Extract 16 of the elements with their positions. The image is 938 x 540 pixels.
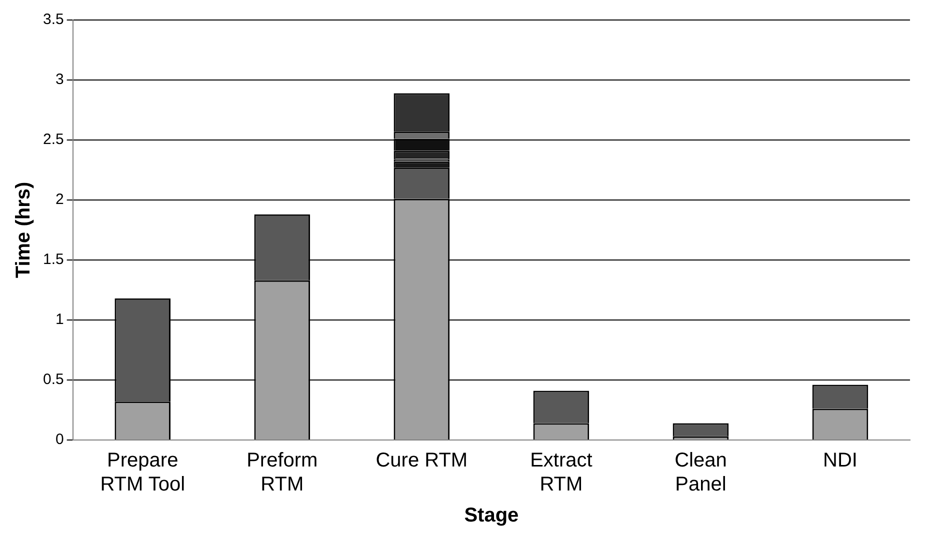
x-tick-label: Prepare RTM Tool [100,450,186,496]
y-tick-label: 0 [56,431,64,448]
y-tick-label: 1 [56,311,64,328]
x-tick-label: Clean Panel [674,450,727,496]
x-tick-label: Cure RTM [376,450,468,472]
x-axis-title: Stage [464,504,519,527]
y-tick-label: 1.5 [42,251,64,268]
y-tick-label: 0.5 [42,371,64,388]
x-tick-label: Extract RTM [530,450,593,496]
y-axis-title: Time (hrs) [12,182,35,278]
y-tick-label: 2.5 [42,131,64,148]
x-tick-label: Preform RTM [246,450,318,496]
y-tick-label: 2 [56,191,64,208]
y-tick-label: 3.5 [42,11,64,28]
y-tick-label: 3 [56,71,64,88]
x-tick-label: NDI [823,450,858,472]
